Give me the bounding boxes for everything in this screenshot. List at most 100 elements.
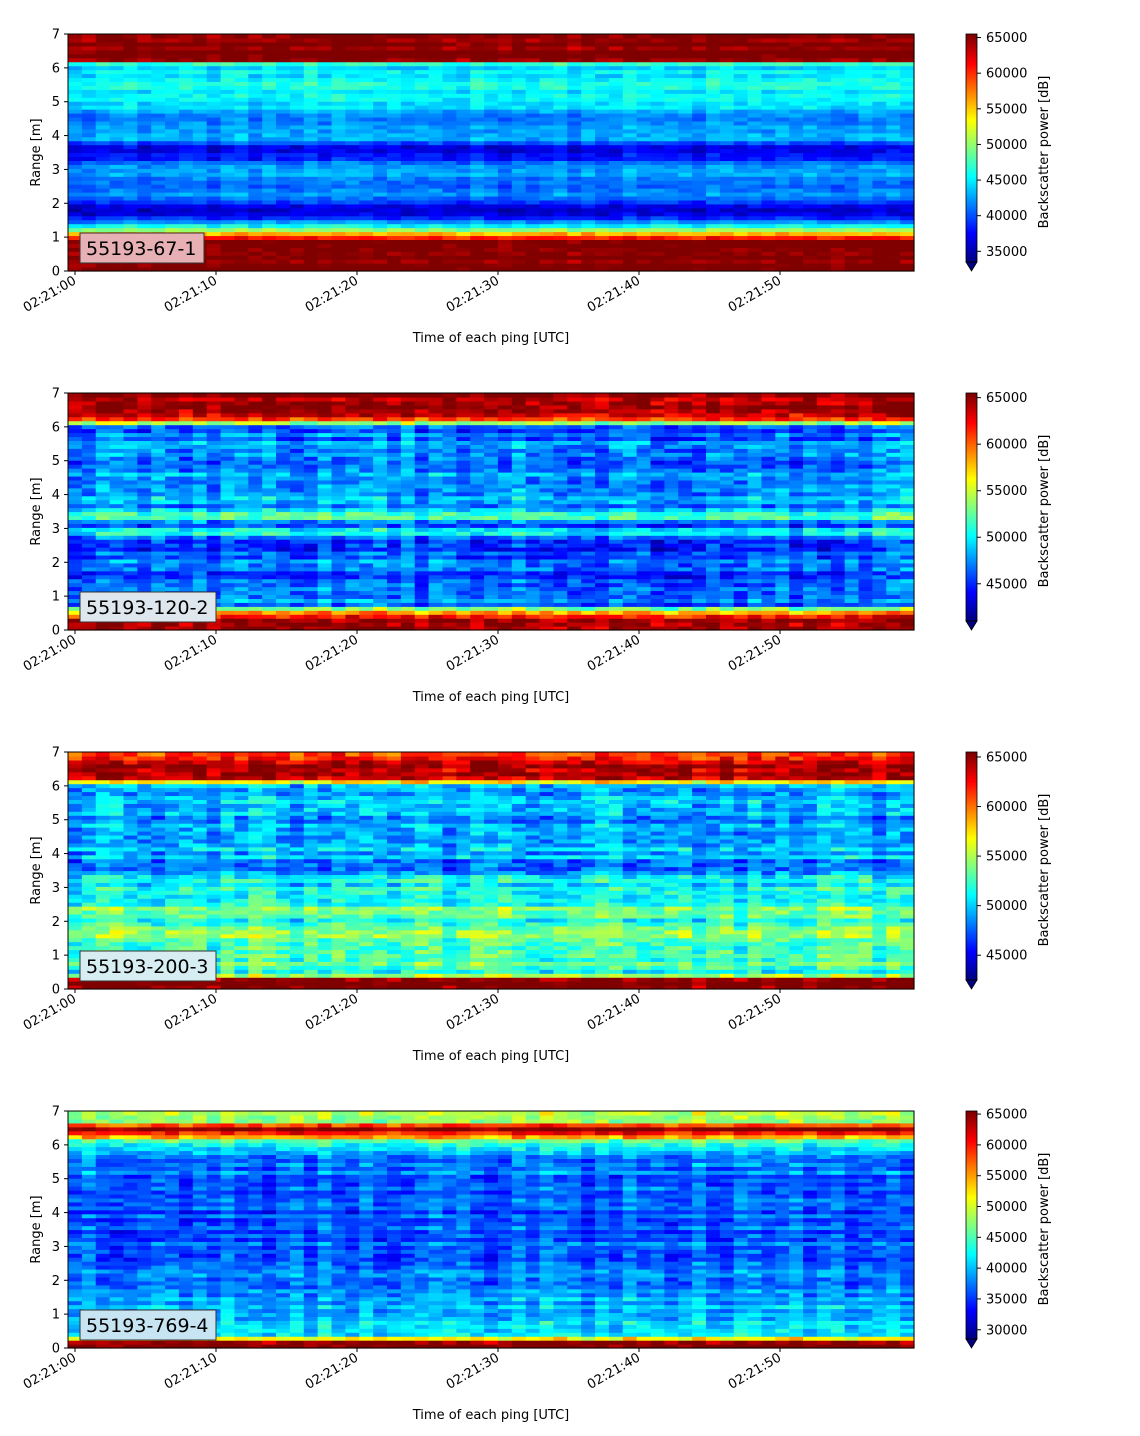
heatmap-cell (165, 192, 180, 197)
heatmap-cell (678, 132, 693, 138)
heatmap-cell (151, 558, 166, 564)
heatmap-cell (692, 172, 707, 177)
heatmap-cell (581, 184, 596, 189)
heatmap-cell (830, 610, 846, 615)
heatmap-cell (858, 235, 873, 240)
colorbar-segment (966, 163, 977, 166)
heatmap-cell (442, 554, 457, 560)
heatmap-cell (719, 255, 735, 260)
heatmap-cell (414, 247, 430, 252)
heatmap-cell (400, 227, 416, 233)
heatmap-cell (511, 148, 527, 154)
colorbar-segment (966, 168, 977, 172)
heatmap-cell (650, 618, 665, 623)
heatmap-cell (858, 37, 873, 43)
heatmap-cell (359, 136, 374, 142)
heatmap-cell (248, 582, 263, 588)
heatmap-cell (234, 144, 249, 150)
heatmap-cell (581, 168, 596, 173)
heatmap-cell (595, 574, 610, 580)
heatmap-cell (95, 132, 111, 138)
heatmap-cell (470, 53, 485, 59)
colorbar-segment (966, 104, 977, 107)
heatmap-cell (206, 219, 222, 225)
heatmap-cell (886, 148, 901, 154)
heatmap-cell (636, 243, 652, 248)
heatmap-cell (373, 227, 388, 233)
heatmap-cell (525, 598, 541, 603)
heatmap-cell (359, 109, 374, 114)
heatmap-cell (692, 156, 707, 161)
heatmap-cell (68, 598, 83, 603)
heatmap-cell (276, 148, 291, 154)
heatmap-cell (206, 34, 222, 39)
heatmap-cell (872, 239, 887, 244)
heatmap-cell (359, 578, 374, 584)
y-tick-label: 1 (52, 231, 60, 246)
heatmap-cell (872, 594, 887, 599)
heatmap-cell (816, 578, 832, 584)
heatmap-cell (733, 57, 749, 63)
heatmap-cell (497, 192, 513, 197)
heatmap-cell (192, 101, 208, 106)
heatmap-cell (803, 618, 818, 623)
heatmap-cell (844, 81, 860, 86)
heatmap-cell (248, 49, 263, 55)
heatmap-cell (733, 610, 749, 615)
heatmap-cell (248, 81, 263, 86)
heatmap-cell (886, 255, 901, 260)
heatmap-cell (636, 223, 652, 229)
heatmap-cell (733, 255, 749, 260)
heatmap-cell (872, 49, 887, 55)
heatmap-cell (137, 124, 152, 130)
heatmap-cell (553, 267, 568, 272)
heatmap-cell (636, 61, 652, 67)
heatmap-cell (705, 176, 721, 181)
heatmap-cell (497, 267, 513, 272)
heatmap-cell (511, 93, 527, 98)
heatmap-cell (81, 558, 97, 564)
heatmap-cell (470, 626, 485, 631)
heatmap-cell (234, 164, 249, 169)
heatmap-cell (816, 61, 832, 67)
heatmap-cell (123, 578, 138, 584)
heatmap-cell (428, 199, 444, 205)
heatmap-cell (553, 77, 568, 82)
heatmap-cell (497, 263, 513, 268)
heatmap-cell (553, 239, 568, 244)
heatmap-cell (733, 168, 749, 173)
heatmap-cell (775, 562, 790, 568)
heatmap-cell (886, 614, 901, 619)
heatmap-cell (303, 113, 319, 118)
colorbar-segment (966, 218, 977, 221)
heatmap-cell (220, 61, 236, 67)
heatmap-cell (816, 45, 832, 51)
heatmap-cell (830, 255, 846, 260)
heatmap-cell (497, 188, 513, 193)
heatmap-cell (428, 144, 444, 150)
heatmap-cell (692, 594, 707, 599)
heatmap-cell (151, 263, 166, 268)
heatmap-cell (622, 614, 638, 619)
heatmap-cell (803, 160, 818, 165)
heatmap-cell (761, 164, 776, 169)
heatmap-cell (428, 578, 444, 584)
heatmap-cell (178, 73, 194, 79)
heatmap-cell (692, 89, 707, 94)
heatmap-cell (68, 41, 83, 47)
heatmap-cell (151, 219, 166, 225)
heatmap-cell (192, 34, 208, 39)
heatmap-cell (567, 263, 582, 268)
heatmap-cell (470, 89, 485, 94)
heatmap-cell (803, 97, 818, 102)
heatmap-cell (608, 109, 624, 114)
heatmap-cell (872, 562, 887, 568)
heatmap-cell (220, 148, 236, 154)
heatmap-cell (567, 195, 582, 201)
heatmap-cell (803, 176, 818, 181)
heatmap-cell (192, 113, 208, 118)
heatmap-cell (178, 192, 194, 197)
heatmap-cell (636, 120, 652, 126)
heatmap-cell (678, 235, 693, 240)
heatmap-cell (844, 109, 860, 114)
